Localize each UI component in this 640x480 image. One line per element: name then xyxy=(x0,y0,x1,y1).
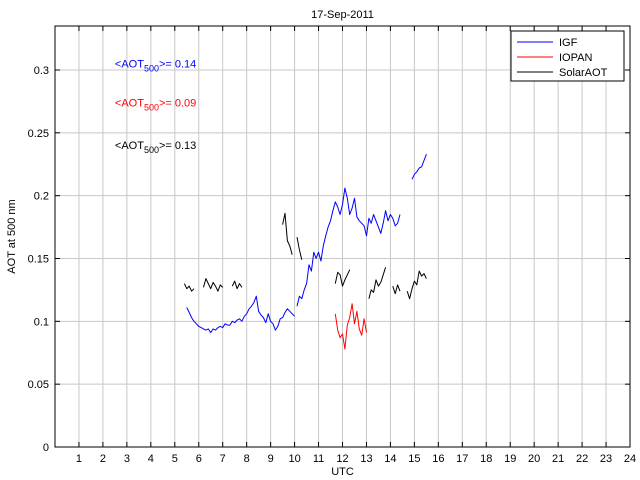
x-tick-label: 24 xyxy=(624,453,636,465)
series-line-igf xyxy=(296,187,401,307)
legend-item-solaraot: SolarAOT xyxy=(517,67,608,79)
y-tick-label: 0.1 xyxy=(34,316,49,328)
mean-aot-annotation: <AOT500>= 0.13 xyxy=(115,140,196,155)
x-tick-label: 2 xyxy=(100,453,106,465)
series-line-solaraot xyxy=(183,283,195,292)
series-line-solaraot xyxy=(406,270,427,300)
x-tick-label: 8 xyxy=(244,453,250,465)
series-line-solaraot xyxy=(392,284,401,295)
axis-ticks: 1 2 3 4 5 6 7 8 9 10 11 12 13 14 15 16 17 18 19 20 21 22 23 240… xyxy=(28,26,636,465)
x-tick-label: 20 xyxy=(528,453,540,465)
x-tick-label: 13 xyxy=(360,453,372,465)
y-tick-label: 0.15 xyxy=(28,253,49,265)
x-tick-label: 19 xyxy=(504,453,516,465)
x-tick-label: 11 xyxy=(313,453,324,465)
mean-aot-annotations: <AOT500>= 0.14 <AOT500>= 0.09 <AOT500>= 0.… xyxy=(115,58,196,155)
series-line-igf xyxy=(411,154,427,180)
x-tick-label: 3 xyxy=(124,453,130,465)
legend-box xyxy=(510,30,625,82)
y-axis-label: AOT at 500 nm xyxy=(6,199,18,273)
x-tick-label: 16 xyxy=(432,453,444,465)
mean-aot-annotation: <AOT500>= 0.09 xyxy=(115,97,196,112)
x-tick-label: 9 xyxy=(268,453,274,465)
series-layer xyxy=(183,154,427,350)
y-tick-label: 0.2 xyxy=(34,191,49,203)
series-line-solaraot xyxy=(334,269,351,287)
x-axis-label: UTC xyxy=(331,466,354,478)
series-line-solaraot xyxy=(368,267,387,299)
legend-item-igf: IGF xyxy=(517,37,578,49)
x-tick-label: 14 xyxy=(384,453,396,465)
legend: IGF IOPAN SolarAOT xyxy=(510,30,625,82)
legend-item-iopan: IOPAN xyxy=(517,52,592,64)
series-line-solaraot xyxy=(282,212,293,255)
x-tick-label: 5 xyxy=(172,453,178,465)
legend-label: SolarAOT xyxy=(559,67,608,79)
x-tick-label: 15 xyxy=(408,453,420,465)
series-line-iopan xyxy=(334,303,367,350)
x-tick-label: 7 xyxy=(220,453,226,465)
series-solaraot xyxy=(183,212,427,300)
x-tick-label: 1 xyxy=(76,453,82,465)
mean-aot-annotation: <AOT500>= 0.14 xyxy=(115,58,196,73)
series-line-solaraot xyxy=(203,278,224,292)
x-tick-label: 21 xyxy=(552,453,564,465)
series-line-igf xyxy=(186,295,295,334)
x-tick-label: 6 xyxy=(196,453,202,465)
legend-label: IGF xyxy=(559,37,578,49)
y-tick-label: 0 xyxy=(43,442,49,454)
x-tick-label: 17 xyxy=(456,453,468,465)
x-tick-label: 18 xyxy=(480,453,492,465)
legend-label: IOPAN xyxy=(559,52,592,64)
grid xyxy=(55,26,631,447)
series-line-solaraot xyxy=(296,237,303,260)
y-tick-label: 0.3 xyxy=(34,65,49,77)
x-tick-label: 12 xyxy=(336,453,348,465)
series-igf xyxy=(186,154,427,334)
x-tick-label: 10 xyxy=(288,453,300,465)
chart-title: 17-Sep-2011 xyxy=(311,9,374,21)
series-iopan xyxy=(334,303,367,350)
x-tick-label: 4 xyxy=(148,453,154,465)
series-line-solaraot xyxy=(231,280,243,290)
y-tick-label: 0.05 xyxy=(28,379,49,391)
x-tick-label: 22 xyxy=(576,453,588,465)
x-tick-label: 23 xyxy=(600,453,612,465)
y-tick-label: 0.25 xyxy=(28,128,49,140)
